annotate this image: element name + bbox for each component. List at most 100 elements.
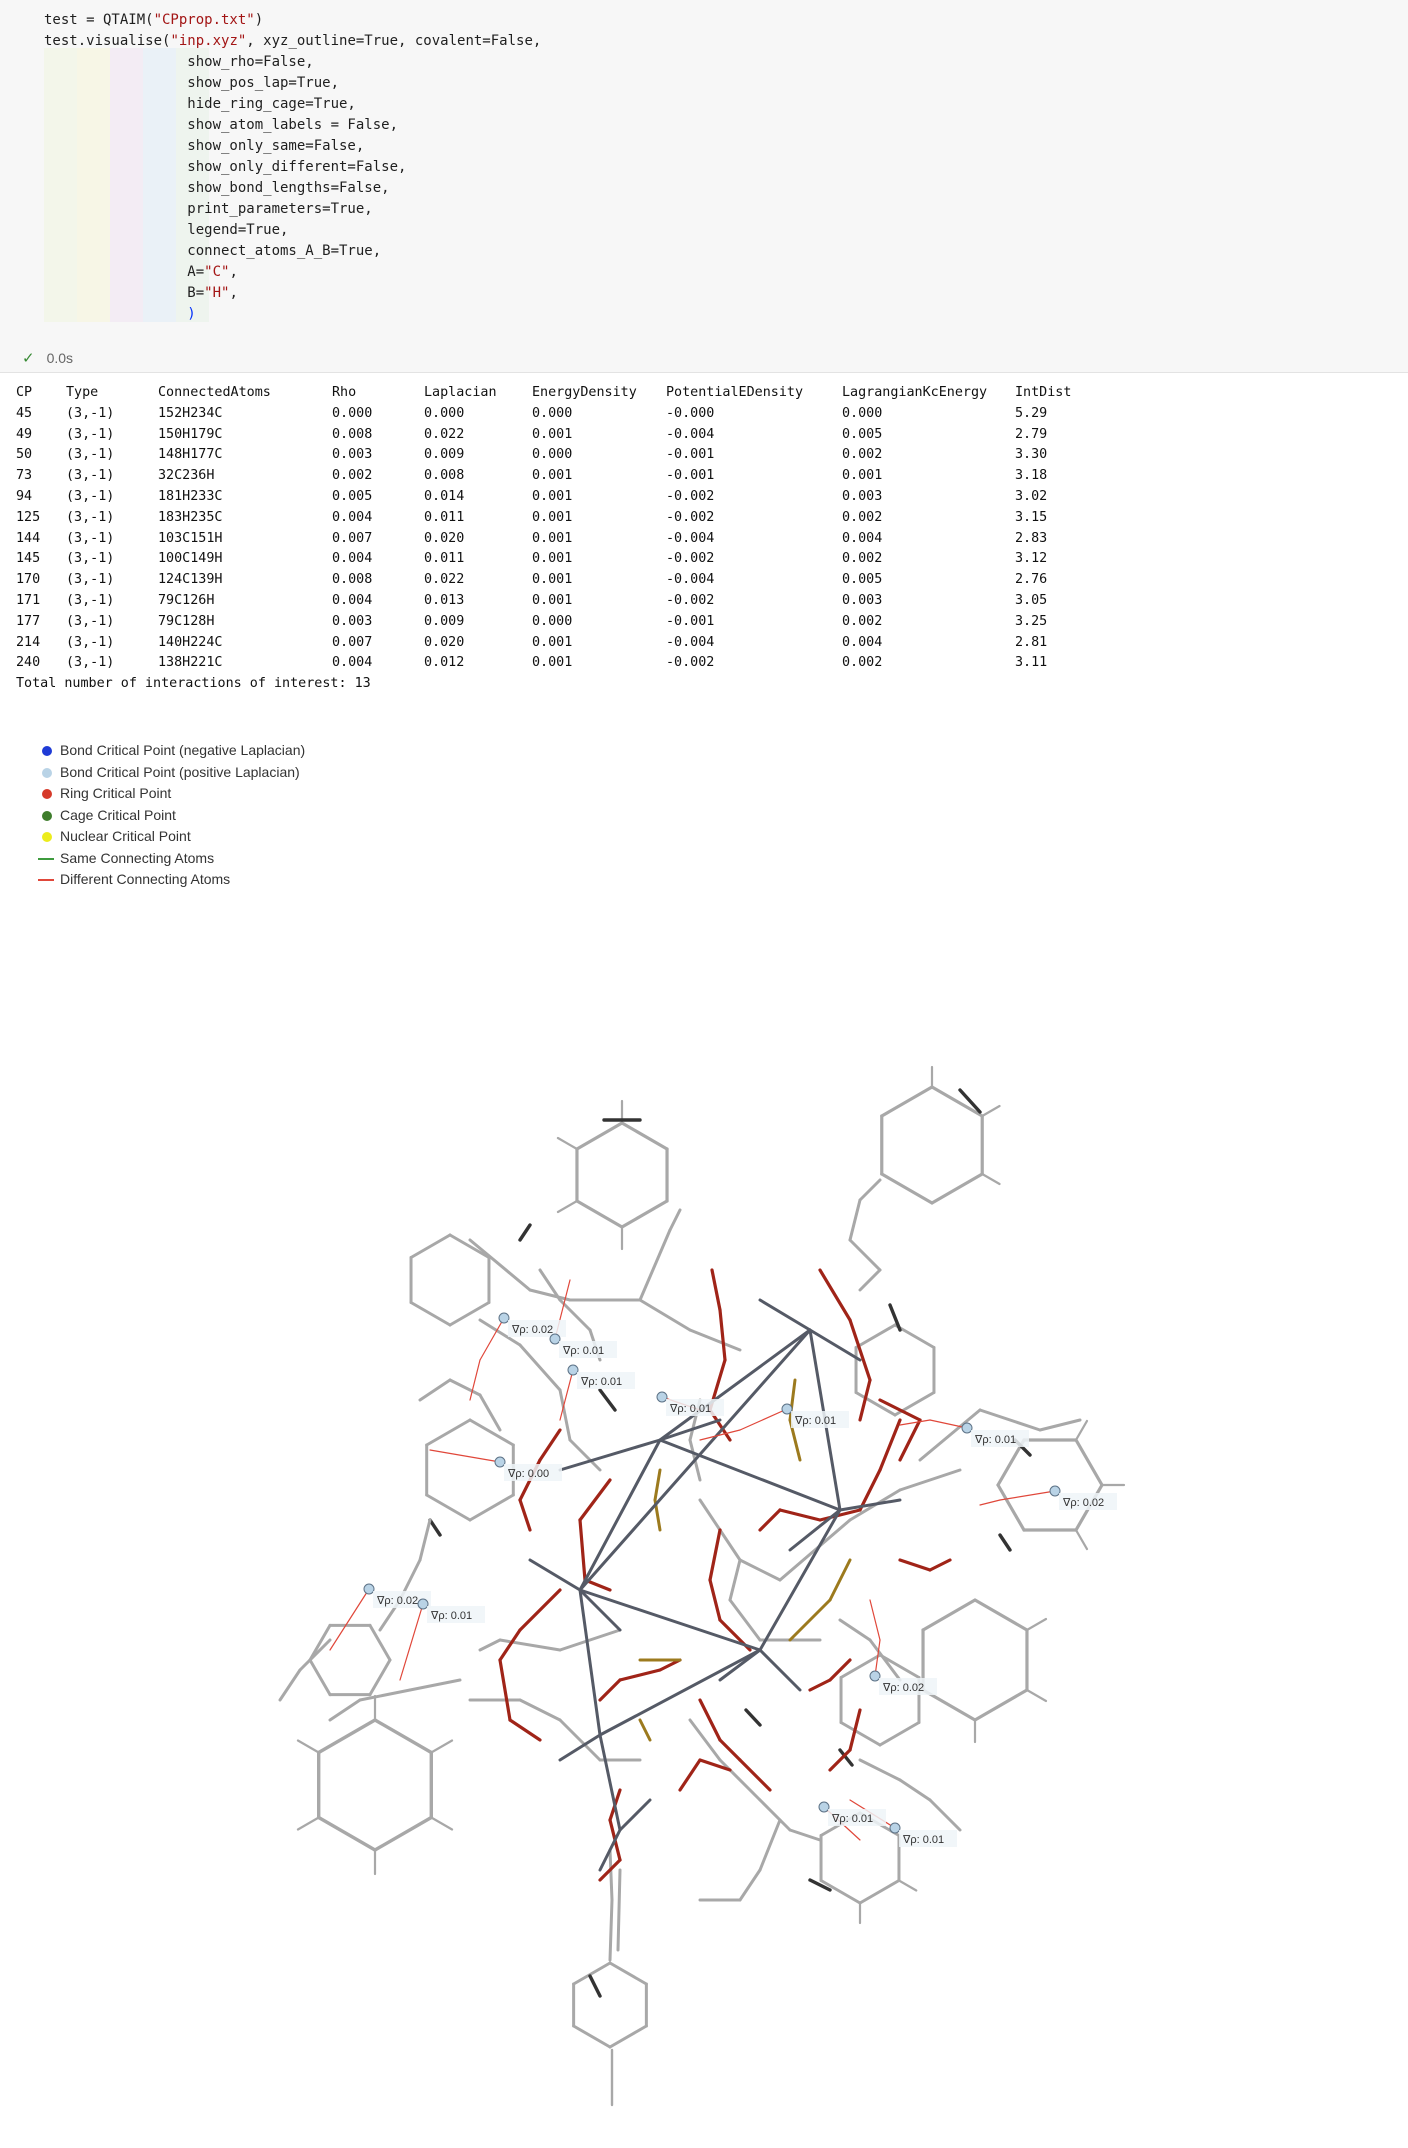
cp-laplacian-label: ∇ρ: 0.01 xyxy=(794,1415,836,1427)
oxygen-bond xyxy=(518,1498,532,1532)
table-row-cell: (3,-1) xyxy=(66,426,115,442)
oxygen-bond xyxy=(818,1268,852,1322)
cp-laplacian-label: ∇ρ: 0.00 xyxy=(507,1468,549,1480)
marker-dot-icon xyxy=(42,810,52,821)
table-header-cell: IntDist xyxy=(1015,385,1072,400)
ring-bond xyxy=(317,1815,377,1852)
bond-critical-point[interactable] xyxy=(869,1670,881,1682)
oxygen-bond xyxy=(658,1658,682,1672)
ring-bond xyxy=(368,1658,392,1697)
table-row-cell: 0.004 xyxy=(332,551,373,567)
table-row-cell: 0.014 xyxy=(424,488,465,504)
code-editor[interactable]: test = QTAIM("CPprop.txt") test.visualise… xyxy=(44,10,541,325)
table-row-cell: 0.000 xyxy=(532,447,573,463)
framework-bond xyxy=(518,1343,562,1392)
table-header-cell: Rho xyxy=(332,385,357,400)
ring-bond xyxy=(858,1879,901,1905)
framework-bond xyxy=(848,1238,882,1272)
table-header-cell: PotentialEDensity xyxy=(666,385,804,400)
table-row-cell: (3,-1) xyxy=(66,613,115,629)
bond-critical-point[interactable] xyxy=(567,1364,579,1376)
table-row-cell: 0.009 xyxy=(424,447,465,463)
bond-critical-point[interactable] xyxy=(961,1422,973,1434)
bond-critical-point[interactable] xyxy=(363,1583,375,1595)
sulfur-bond xyxy=(788,1378,797,1422)
hydrogen-bond xyxy=(430,1816,454,1831)
ring-bond xyxy=(854,1323,897,1349)
table-row-cell: 3.15 xyxy=(1015,509,1048,525)
interaction-line xyxy=(929,1419,968,1429)
oxygen-bond xyxy=(498,1658,512,1722)
legend-item: Bond Critical Point (positive Laplacian) xyxy=(38,762,305,784)
ring-bond xyxy=(308,1623,332,1662)
table-row-cell: 0.008 xyxy=(332,572,373,588)
bond-critical-point[interactable] xyxy=(549,1333,561,1345)
table-row-cell: 124C139H xyxy=(158,572,223,588)
table-row-cell: 0.013 xyxy=(424,592,465,608)
table-row-cell: 3.25 xyxy=(1015,613,1048,629)
marker-dot-icon xyxy=(42,789,52,799)
indent-guide xyxy=(176,48,209,322)
cp-label-background xyxy=(508,1320,566,1337)
table-row-cell: 181H233C xyxy=(158,488,223,504)
table-row-cell: 79C126H xyxy=(158,592,215,608)
table-row-cell: 2.79 xyxy=(1015,426,1048,442)
table-row-cell: 2.81 xyxy=(1015,634,1048,650)
double-bond xyxy=(598,1388,617,1412)
indent-guide xyxy=(44,48,77,322)
bond-critical-point[interactable] xyxy=(417,1598,429,1610)
metal-bond xyxy=(658,1438,842,1512)
sulfur-bond xyxy=(788,1598,832,1642)
ring-bond xyxy=(878,1721,921,1747)
table-header-cell: CP xyxy=(16,385,33,400)
oxygen-bond xyxy=(710,1268,722,1312)
table-row-cell: 0.004 xyxy=(842,634,883,650)
cp-label-background xyxy=(828,1809,886,1826)
sulfur-bond xyxy=(638,1718,652,1742)
bond-critical-point[interactable] xyxy=(494,1456,506,1468)
interaction-line xyxy=(469,1359,481,1401)
ring-bond xyxy=(880,1085,934,1118)
check-icon: ✓ xyxy=(22,350,35,367)
double-bond xyxy=(518,1223,532,1242)
table-row-cell: (3,-1) xyxy=(66,405,115,421)
table-row-cell: 0.022 xyxy=(424,572,465,588)
table-row-cell: 152H234C xyxy=(158,405,223,421)
bond-critical-point[interactable] xyxy=(498,1312,510,1324)
legend-label: Ring Critical Point xyxy=(60,785,172,801)
ring-bond xyxy=(368,1623,392,1662)
table-row-cell: 0.001 xyxy=(532,655,573,671)
cp-label-background xyxy=(971,1430,1029,1447)
table-row-cell: 0.004 xyxy=(332,655,373,671)
cp-laplacian-label: ∇ρ: 0.01 xyxy=(580,1376,622,1388)
code-cell[interactable]: test = QTAIM("CPprop.txt") test.visualise… xyxy=(0,0,1408,373)
cp-label-background xyxy=(1059,1493,1117,1510)
table-row-cell: (3,-1) xyxy=(66,592,115,608)
table-row-cell: 0.009 xyxy=(424,613,465,629)
code-line: test.visualise("inp.xyz", xyz_outline=Tr… xyxy=(44,33,542,49)
framework-bond xyxy=(758,1818,782,1872)
framework-bond xyxy=(918,1408,982,1462)
table-row-cell: 0.012 xyxy=(424,655,465,671)
hydrogen-bond xyxy=(981,1172,1001,1186)
metal-bond xyxy=(658,1328,812,1442)
table-row-cell: 0.001 xyxy=(532,592,573,608)
framework-bond xyxy=(778,1518,852,1582)
cp-label-background xyxy=(427,1606,485,1623)
bond-critical-point[interactable] xyxy=(889,1822,901,1834)
oxygen-bond xyxy=(858,1468,882,1512)
oxygen-bond xyxy=(598,1858,622,1882)
framework-bond xyxy=(738,1558,782,1582)
framework-bond xyxy=(328,1698,362,1722)
molecule-3d-viewer[interactable]: ∇ρ: 0.02 ∇ρ: 0.01 ∇ρ: 0.01 ∇ρ: 0.01 ∇ρ: 0.01… xyxy=(0,960,1408,2148)
bond-critical-point[interactable] xyxy=(1049,1485,1061,1497)
bond-critical-point[interactable] xyxy=(781,1403,793,1415)
bond-critical-point[interactable] xyxy=(656,1391,668,1403)
cp-label-background xyxy=(577,1372,635,1389)
double-bond xyxy=(888,1303,902,1332)
framework-bond xyxy=(478,1318,522,1347)
table-row-cell: 0.002 xyxy=(842,655,883,671)
bond-critical-point[interactable] xyxy=(818,1801,830,1813)
ring-bond xyxy=(973,1688,1029,1722)
framework-bond xyxy=(638,1298,692,1332)
